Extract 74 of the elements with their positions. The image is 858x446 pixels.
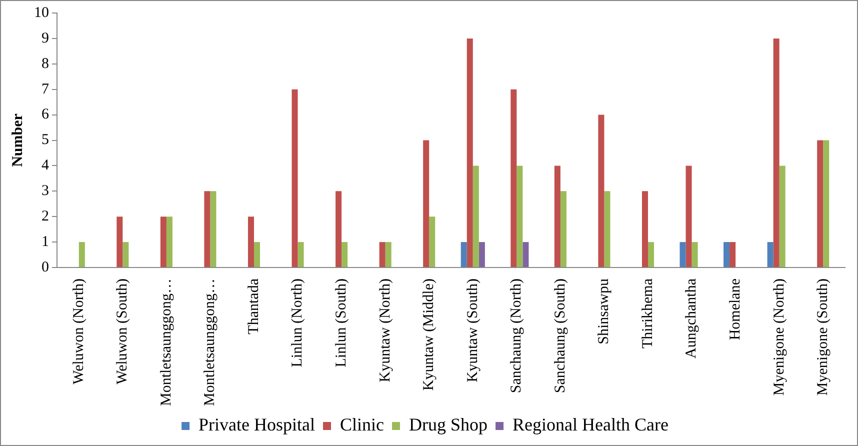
bar bbox=[122, 242, 129, 268]
y-tick-label: 6 bbox=[42, 106, 50, 123]
x-tick-label: Sanchaung (North) bbox=[508, 278, 525, 394]
x-tick-label: Thantada bbox=[246, 278, 262, 334]
bar bbox=[823, 140, 830, 268]
legend-label: Clinic bbox=[340, 414, 384, 435]
y-tick-label: 9 bbox=[42, 30, 49, 46]
bar bbox=[166, 216, 172, 268]
bar bbox=[692, 242, 698, 268]
bar bbox=[466, 38, 473, 268]
x-tick-label: Linlun (North) bbox=[290, 278, 306, 368]
x-tick-label: Weluwon (North) bbox=[70, 278, 87, 384]
x-tick-label: Shinsawpu bbox=[596, 278, 612, 344]
y-tick-label: 5 bbox=[42, 132, 49, 148]
bar bbox=[248, 216, 254, 268]
y-tick-label: 7 bbox=[42, 81, 50, 98]
bar bbox=[210, 191, 216, 268]
bar bbox=[724, 242, 730, 268]
bar bbox=[767, 242, 774, 268]
bar bbox=[686, 166, 692, 268]
bar bbox=[379, 242, 386, 268]
bar bbox=[680, 242, 686, 268]
bar bbox=[423, 140, 430, 268]
bar bbox=[292, 89, 298, 268]
x-tick-label: Aungchantha bbox=[684, 278, 700, 358]
y-tick-label: 3 bbox=[42, 183, 49, 200]
y-tick-label: 0 bbox=[42, 259, 49, 276]
bar bbox=[429, 216, 436, 268]
bar bbox=[298, 242, 304, 268]
bar bbox=[160, 216, 166, 268]
bar bbox=[204, 191, 210, 268]
bar bbox=[460, 242, 467, 268]
x-tick-label: Myenigone (North) bbox=[771, 278, 788, 396]
x-tick-label: Thirikhema bbox=[640, 278, 656, 348]
x-tick-label: Kyuntaw (South) bbox=[464, 278, 481, 382]
y-tick-label: 2 bbox=[42, 208, 49, 225]
x-tick-label: Homelane bbox=[727, 278, 744, 340]
bar bbox=[730, 242, 736, 268]
bar bbox=[554, 166, 560, 268]
bar bbox=[648, 242, 654, 268]
bar bbox=[510, 89, 517, 268]
bar bbox=[254, 242, 260, 268]
bar bbox=[560, 191, 566, 268]
bar bbox=[78, 242, 85, 268]
legend-label: Private Hospital bbox=[198, 414, 316, 435]
bar bbox=[516, 166, 523, 268]
y-tick-label: 10 bbox=[34, 4, 49, 21]
legend-label: Drug Shop bbox=[409, 414, 488, 435]
x-tick-label: Montletsaunggong… bbox=[202, 278, 218, 406]
x-tick-label: Myenigone (South) bbox=[815, 278, 832, 396]
y-axis-title: Number bbox=[10, 113, 26, 167]
bar bbox=[779, 166, 786, 268]
x-tick-label: Kyuntaw (Middle) bbox=[421, 278, 438, 391]
x-tick-label: Linlun (South) bbox=[333, 278, 350, 368]
y-tick-label: 8 bbox=[42, 56, 49, 72]
y-tick-label: 1 bbox=[42, 234, 49, 250]
bar bbox=[116, 216, 123, 268]
bar bbox=[642, 191, 648, 268]
bar bbox=[336, 191, 342, 268]
bar bbox=[472, 166, 479, 268]
y-tick-label: 4 bbox=[42, 158, 50, 174]
bar bbox=[385, 242, 392, 268]
bar bbox=[773, 38, 780, 268]
bar bbox=[478, 242, 485, 268]
x-tick-label: Kyuntaw (North) bbox=[377, 278, 394, 382]
x-tick-label: Montletsaunggong… bbox=[158, 278, 174, 406]
bar bbox=[604, 191, 610, 268]
x-tick-label: Sanchaung (South) bbox=[552, 278, 568, 394]
x-tick-label: Weluwon (South) bbox=[114, 278, 131, 384]
bar bbox=[342, 242, 348, 268]
bar bbox=[598, 114, 604, 268]
bar bbox=[522, 242, 529, 268]
legend-label: Regional Health Care bbox=[512, 414, 668, 435]
bar bbox=[817, 140, 824, 268]
